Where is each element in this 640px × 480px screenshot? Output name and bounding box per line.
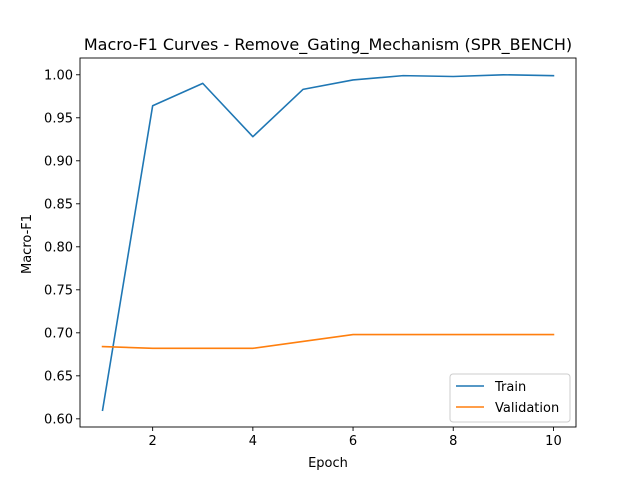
x-tick-label: 10 bbox=[545, 434, 562, 449]
y-axis-label: Macro-F1 bbox=[20, 214, 35, 274]
y-tick-label: 0.95 bbox=[44, 111, 73, 126]
chart-title: Macro-F1 Curves - Remove_Gating_Mechanis… bbox=[84, 35, 572, 55]
y-tick-label: 1.00 bbox=[44, 68, 73, 83]
series-line-validation bbox=[101, 333, 555, 350]
series-line-train bbox=[101, 73, 555, 412]
x-tick-label: 6 bbox=[349, 434, 357, 449]
x-tick-label: 8 bbox=[449, 434, 457, 449]
y-tick-label: 0.80 bbox=[44, 240, 73, 255]
y-tick-label: 0.70 bbox=[44, 326, 73, 341]
x-axis-label: Epoch bbox=[308, 456, 348, 471]
legend-label-validation: Validation bbox=[495, 401, 559, 416]
x-tick-label: 4 bbox=[249, 434, 257, 449]
series-lines bbox=[101, 73, 555, 412]
legend-label-train: Train bbox=[494, 380, 526, 395]
y-tick-label: 0.65 bbox=[44, 369, 73, 384]
plot-area bbox=[79, 57, 577, 428]
x-tick-label: 2 bbox=[149, 434, 157, 449]
y-tick-label: 0.60 bbox=[44, 412, 73, 427]
legend: Train Validation bbox=[449, 373, 571, 423]
plot-frame bbox=[79, 57, 577, 428]
x-axis: 2 4 6 8 10 bbox=[149, 427, 562, 449]
y-tick-label: 0.85 bbox=[44, 197, 73, 212]
y-axis: 0.60 0.65 0.70 0.75 0.80 0.85 0.90 0.95 1.00 bbox=[44, 68, 80, 427]
y-tick-label: 0.90 bbox=[44, 154, 73, 169]
y-tick-label: 0.75 bbox=[44, 283, 73, 298]
